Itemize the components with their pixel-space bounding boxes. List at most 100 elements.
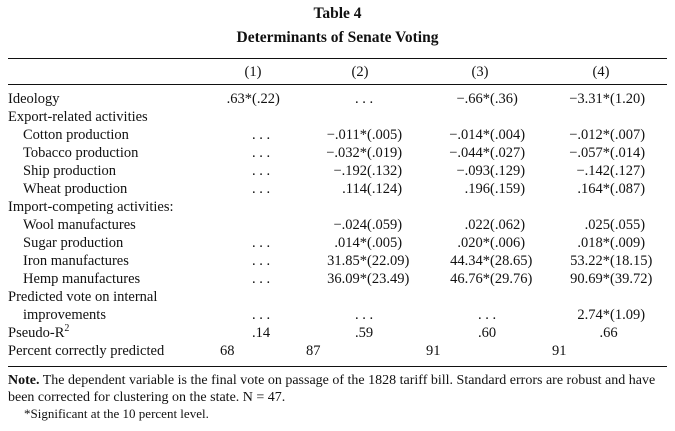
std-error: (.005) bbox=[367, 127, 403, 143]
table-row: Ideology .63* (.22) . . . −.66* (.36) −3… bbox=[8, 90, 667, 108]
std-error: (.129) bbox=[490, 163, 526, 179]
table-row: Export-related activities bbox=[8, 108, 667, 126]
row-label: Percent correctly predicted bbox=[8, 343, 165, 359]
estimate: .164* bbox=[577, 181, 610, 197]
table-row: Import-competing activities: bbox=[8, 198, 667, 216]
std-error: (.005) bbox=[367, 235, 403, 251]
empty-cell: . . . bbox=[354, 307, 374, 323]
empty-cell: . . . bbox=[251, 145, 271, 161]
table-row: Pseudo-R2 .14 .59 .60 .66 bbox=[8, 324, 667, 342]
col-header-2: (2) bbox=[351, 64, 369, 80]
estimate: .014* bbox=[334, 235, 367, 251]
estimate: 53.22* bbox=[570, 253, 610, 269]
stat-value: 91 bbox=[552, 343, 567, 359]
row-label: Wheat production bbox=[23, 181, 128, 197]
stat-value: .59 bbox=[354, 325, 374, 341]
regression-table: Ideology .63* (.22) . . . −.66* (.36) −3… bbox=[8, 90, 667, 360]
estimate: −.192 bbox=[333, 163, 367, 179]
col-header-1: (1) bbox=[244, 64, 262, 80]
std-error: (.004) bbox=[490, 127, 526, 143]
estimate: .020* bbox=[457, 235, 490, 251]
std-error: (.159) bbox=[490, 181, 526, 197]
empty-cell: . . . bbox=[251, 253, 271, 269]
table-row: Sugar production . . . .014* (.005) .020… bbox=[8, 234, 667, 252]
std-error: (.22) bbox=[252, 91, 280, 107]
row-label: Pseudo-R2 bbox=[8, 323, 70, 341]
estimate: 46.76* bbox=[450, 271, 490, 287]
table-row: Ship production . . . −.192 (.132) −.093… bbox=[8, 162, 667, 180]
row-label: Ship production bbox=[23, 163, 117, 179]
row-label: Tobacco production bbox=[23, 145, 139, 161]
table-row: Percent correctly predicted 68 87 91 91 bbox=[8, 342, 667, 360]
std-error: (.059) bbox=[367, 217, 403, 233]
table-row: improvements . . . . . . . . . 2.74* (1.… bbox=[8, 306, 667, 324]
std-error: (23.49) bbox=[367, 271, 410, 287]
std-error: (1.09) bbox=[610, 307, 646, 323]
empty-cell: . . . bbox=[251, 235, 271, 251]
table-row: Tobacco production . . . −.032* (.019) −… bbox=[8, 144, 667, 162]
std-error: (22.09) bbox=[367, 253, 410, 269]
empty-cell: . . . bbox=[477, 307, 497, 323]
std-error: (.127) bbox=[610, 163, 646, 179]
bottom-rule bbox=[8, 366, 667, 367]
col-header-3: (3) bbox=[471, 64, 489, 80]
estimate: −.014* bbox=[449, 127, 490, 143]
row-label: Hemp manufactures bbox=[23, 271, 141, 287]
stat-value: 68 bbox=[220, 343, 235, 359]
estimate: −3.31* bbox=[569, 91, 610, 107]
std-error: (29.76) bbox=[490, 271, 533, 287]
estimate: 31.85* bbox=[327, 253, 367, 269]
estimate: .114 bbox=[342, 181, 367, 197]
std-error: (39.72) bbox=[610, 271, 653, 287]
std-error: (.027) bbox=[490, 145, 526, 161]
empty-cell: . . . bbox=[251, 181, 271, 197]
table-number: Table 4 bbox=[313, 5, 362, 22]
row-label: Iron manufactures bbox=[23, 253, 129, 269]
std-error: (18.15) bbox=[610, 253, 653, 269]
table-note: Note. The dependent variable is the fina… bbox=[8, 372, 668, 406]
section-label: Export-related activities bbox=[8, 109, 148, 125]
estimate: −.011* bbox=[326, 127, 367, 143]
header-rule bbox=[8, 84, 667, 85]
std-error: (28.65) bbox=[490, 253, 533, 269]
table-row: Wool manufactures −.024 (.059) .022 (.06… bbox=[8, 216, 667, 234]
estimate: −.012* bbox=[569, 127, 610, 143]
estimate: .63* bbox=[226, 91, 252, 107]
std-error: (.014) bbox=[610, 145, 646, 161]
row-label: improvements bbox=[23, 307, 106, 323]
note-label: Note. bbox=[8, 373, 40, 388]
note-text: The dependent variable is the final vote… bbox=[8, 373, 656, 405]
estimate: −.024 bbox=[333, 217, 367, 233]
std-error: (.124) bbox=[367, 181, 403, 197]
estimate: .022 bbox=[464, 217, 490, 233]
top-rule bbox=[8, 58, 667, 59]
std-error: (1.20) bbox=[610, 91, 646, 107]
std-error: (.055) bbox=[610, 217, 646, 233]
col-header-4: (4) bbox=[592, 64, 610, 80]
std-error: (.019) bbox=[367, 145, 403, 161]
row-label: Wool manufactures bbox=[23, 217, 136, 233]
estimate: 36.09* bbox=[327, 271, 367, 287]
empty-cell: . . . bbox=[354, 91, 374, 107]
section-label: Predicted vote on internal bbox=[8, 289, 158, 305]
std-error: (.132) bbox=[367, 163, 403, 179]
estimate: .196 bbox=[464, 181, 490, 197]
estimate: −.044* bbox=[449, 145, 490, 161]
section-label: Import-competing activities: bbox=[8, 199, 174, 215]
stat-value: .60 bbox=[477, 325, 497, 341]
estimate: −.142 bbox=[576, 163, 610, 179]
stat-value: .66 bbox=[599, 325, 618, 341]
empty-cell: . . . bbox=[251, 127, 271, 143]
estimate: −.032* bbox=[326, 145, 367, 161]
stat-value: 91 bbox=[426, 343, 441, 359]
empty-cell bbox=[218, 216, 304, 234]
std-error: (.009) bbox=[610, 235, 646, 251]
std-error: (.062) bbox=[490, 217, 526, 233]
estimate: 90.69* bbox=[570, 271, 610, 287]
estimate: 2.74* bbox=[577, 307, 610, 323]
table-row: Iron manufactures . . . 31.85* (22.09) 4… bbox=[8, 252, 667, 270]
empty-cell: . . . bbox=[251, 307, 271, 323]
std-error: (.006) bbox=[490, 235, 526, 251]
row-label: Ideology bbox=[8, 91, 60, 107]
estimate: 44.34* bbox=[450, 253, 490, 269]
